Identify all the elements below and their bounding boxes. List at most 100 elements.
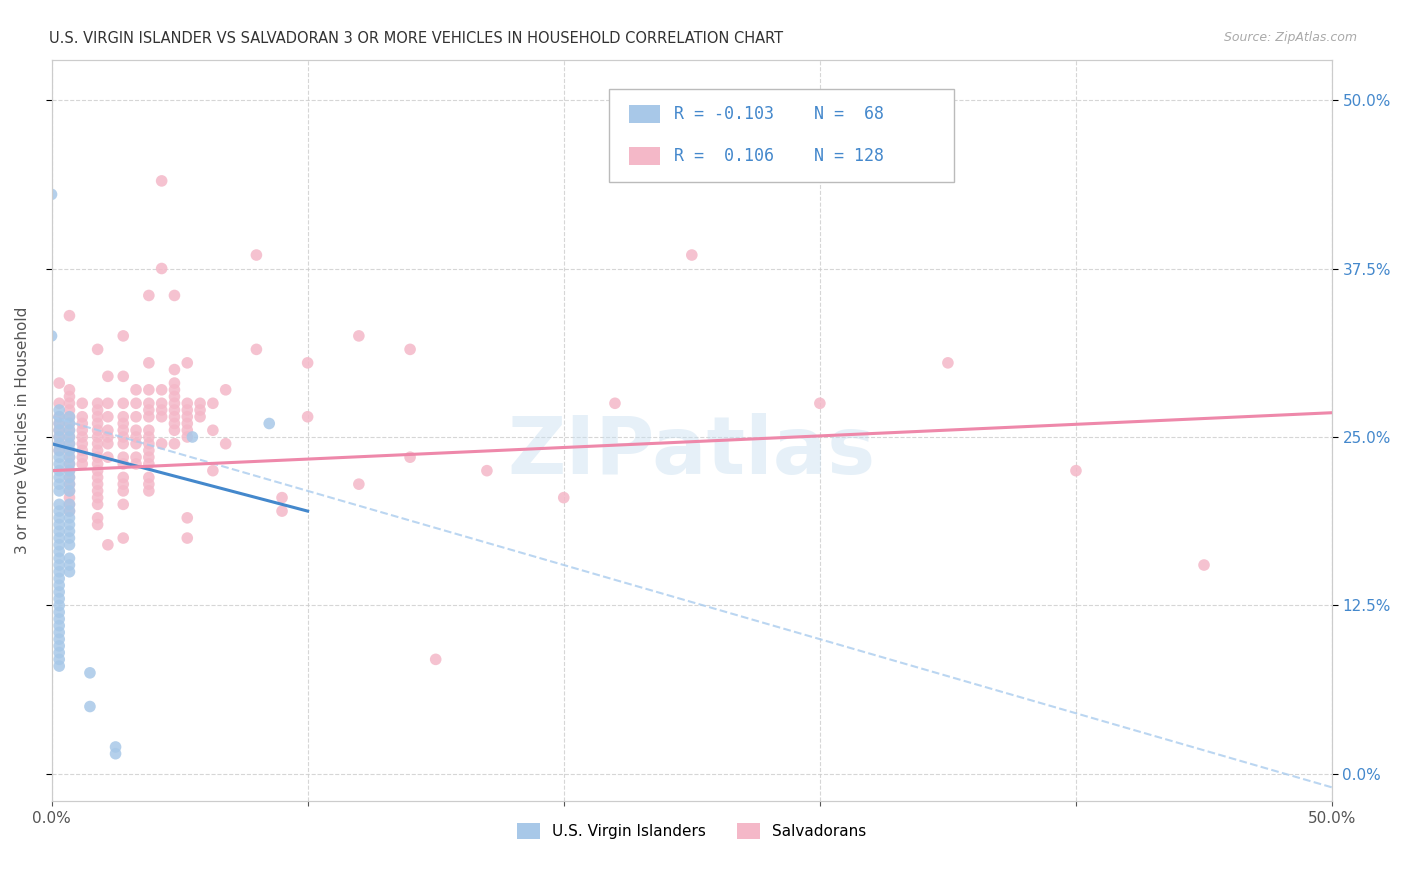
Point <box>48 417 70 431</box>
Point <box>72 417 94 431</box>
Point <box>58 551 80 566</box>
Point <box>176 430 198 444</box>
Point <box>138 443 160 458</box>
Point <box>48 639 70 653</box>
Text: R = -0.103    N =  68: R = -0.103 N = 68 <box>673 104 884 123</box>
Point <box>48 551 70 566</box>
Point <box>58 511 80 525</box>
Point <box>808 396 831 410</box>
Point <box>176 409 198 424</box>
Point <box>72 443 94 458</box>
Point <box>58 430 80 444</box>
Point <box>86 464 108 478</box>
Point <box>48 531 70 545</box>
Point <box>48 430 70 444</box>
Point <box>245 248 267 262</box>
Point <box>48 632 70 647</box>
Point <box>48 599 70 613</box>
Point <box>1192 558 1215 572</box>
Point <box>257 417 280 431</box>
Point <box>48 591 70 606</box>
FancyBboxPatch shape <box>609 89 955 182</box>
Point <box>163 436 186 450</box>
Point <box>72 450 94 465</box>
Point <box>1064 464 1087 478</box>
Point <box>112 423 135 437</box>
Point <box>97 430 120 444</box>
Point <box>176 417 198 431</box>
Point <box>86 511 108 525</box>
Point <box>48 409 70 424</box>
Point <box>58 436 80 450</box>
Point <box>112 531 135 545</box>
Point <box>97 409 120 424</box>
Point <box>138 403 160 417</box>
Point <box>163 409 186 424</box>
Text: Source: ZipAtlas.com: Source: ZipAtlas.com <box>1223 31 1357 45</box>
Point <box>48 618 70 632</box>
Point <box>176 396 198 410</box>
Point <box>48 436 70 450</box>
Point <box>58 436 80 450</box>
Point <box>347 477 370 491</box>
Point <box>163 423 186 437</box>
Point <box>48 403 70 417</box>
Point <box>201 396 224 410</box>
Point <box>58 390 80 404</box>
Point <box>58 565 80 579</box>
Point <box>58 409 80 424</box>
Point <box>97 538 120 552</box>
Point <box>271 504 294 518</box>
Point <box>112 417 135 431</box>
Point <box>48 511 70 525</box>
Point <box>48 659 70 673</box>
Text: ZIPatlas: ZIPatlas <box>508 414 876 491</box>
Point <box>138 477 160 491</box>
Point <box>86 517 108 532</box>
Point <box>297 409 319 424</box>
Point <box>112 436 135 450</box>
Point <box>112 409 135 424</box>
Point <box>58 538 80 552</box>
Point <box>188 409 211 424</box>
Point <box>58 409 80 424</box>
Point <box>297 356 319 370</box>
Point <box>48 436 70 450</box>
Point <box>86 450 108 465</box>
Point <box>58 403 80 417</box>
Text: U.S. VIRGIN ISLANDER VS SALVADORAN 3 OR MORE VEHICLES IN HOUSEHOLD CORRELATION C: U.S. VIRGIN ISLANDER VS SALVADORAN 3 OR … <box>49 31 783 46</box>
Point <box>48 652 70 666</box>
Point <box>48 450 70 465</box>
Point <box>138 383 160 397</box>
Point <box>48 464 70 478</box>
Point <box>86 403 108 417</box>
Point <box>58 457 80 471</box>
Point <box>150 174 173 188</box>
Point <box>86 477 108 491</box>
Point <box>48 538 70 552</box>
Point <box>86 483 108 498</box>
Point <box>125 423 148 437</box>
Point <box>112 329 135 343</box>
Point <box>58 517 80 532</box>
Point <box>48 457 70 471</box>
Point <box>163 417 186 431</box>
Point <box>48 544 70 558</box>
Point <box>48 517 70 532</box>
Point <box>72 436 94 450</box>
Point <box>936 356 959 370</box>
Point <box>48 443 70 458</box>
Point <box>86 491 108 505</box>
Point <box>603 396 626 410</box>
Point <box>48 578 70 592</box>
Point <box>48 572 70 586</box>
Point <box>138 288 160 302</box>
Point <box>58 464 80 478</box>
Point <box>48 625 70 640</box>
Point <box>112 470 135 484</box>
Point <box>163 403 186 417</box>
Point <box>138 356 160 370</box>
Point <box>58 524 80 539</box>
Point <box>72 457 94 471</box>
Point <box>112 396 135 410</box>
